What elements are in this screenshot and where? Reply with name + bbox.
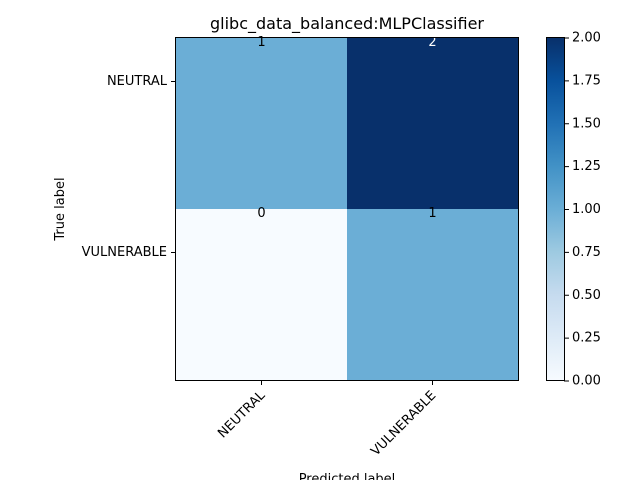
colorbar-tick-label: 1.00 xyxy=(572,202,601,217)
cell-value-label: 1 xyxy=(257,35,265,50)
chart-title: glibc_data_balanced:MLPClassifier xyxy=(210,14,484,34)
heatmap-cell xyxy=(347,38,518,209)
colorbar-tick-label: 1.50 xyxy=(572,116,601,131)
x-tick-label: VULNERABLE xyxy=(368,388,439,459)
heatmap-cells xyxy=(176,38,518,380)
y-tick-label: VULNERABLE xyxy=(82,245,167,260)
colorbar-tick-label: 0.00 xyxy=(572,374,601,389)
cell-value-label: 2 xyxy=(428,35,436,50)
heatmap-cell-labels: 1 2 0 1 xyxy=(257,35,436,221)
colorbar-gradient xyxy=(546,38,564,381)
colorbar-tick-label: 1.75 xyxy=(572,73,601,88)
x-tick-label: NEUTRAL xyxy=(215,388,269,442)
heatmap-cell xyxy=(347,209,518,380)
y-axis: NEUTRAL VULNERABLE xyxy=(82,74,176,260)
colorbar-tick-label: 2.00 xyxy=(572,31,601,46)
colorbar-ticks: 0.00 0.25 0.50 0.75 1.00 1.25 1.50 1.75 2.00 xyxy=(564,31,601,389)
cell-value-label: 1 xyxy=(428,206,436,221)
cell-value-label: 0 xyxy=(257,206,265,221)
colorbar-tick-label: 1.25 xyxy=(572,159,601,174)
heatmap-cell xyxy=(176,38,347,209)
plot-frame xyxy=(175,37,519,381)
x-axis-label: Predicted label xyxy=(299,472,396,480)
x-axis: NEUTRAL VULNERABLE xyxy=(215,380,439,459)
colorbar-tick-label: 0.50 xyxy=(572,288,601,303)
y-tick-label: NEUTRAL xyxy=(107,74,168,89)
colorbar-tick-label: 0.25 xyxy=(572,331,601,346)
y-axis-label: True label xyxy=(53,177,68,241)
colorbar-tick-label: 0.75 xyxy=(572,245,601,260)
colorbar: 0.00 0.25 0.50 0.75 1.00 1.25 1.50 1.75 2.00 xyxy=(546,31,601,389)
heatmap-cell xyxy=(176,209,347,380)
